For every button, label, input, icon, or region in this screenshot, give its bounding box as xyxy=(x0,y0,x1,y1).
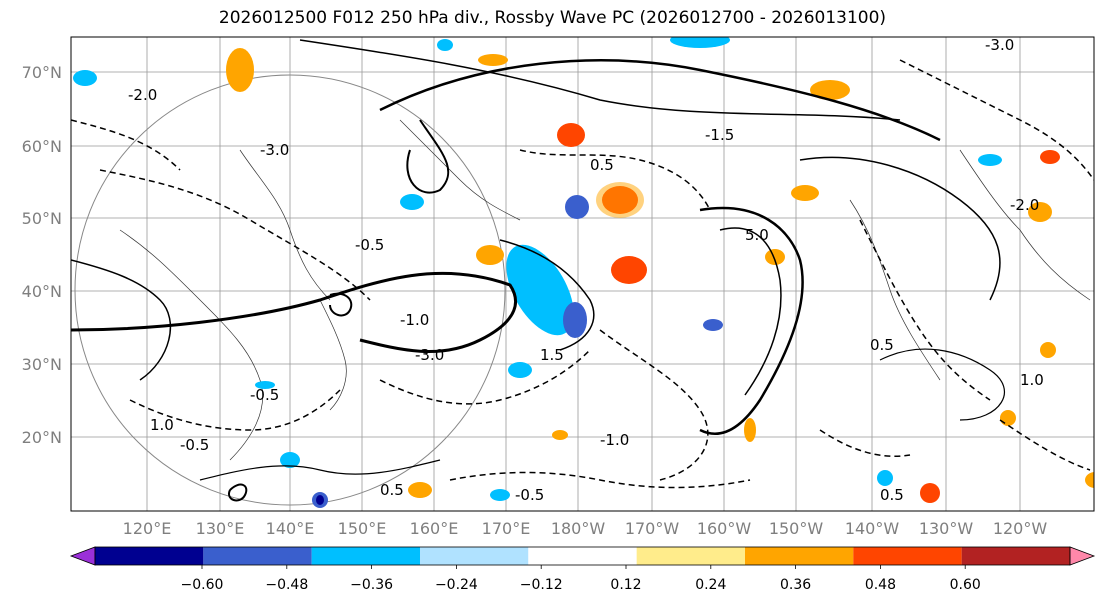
longitude-label: 130°E xyxy=(196,519,245,538)
latitude-labels: 70°N 60°N 50°N 40°N 30°N 20°N xyxy=(22,63,62,447)
colorbar-tick-label: 0.24 xyxy=(695,577,726,593)
colorbar-tick-label: 0.12 xyxy=(610,577,641,593)
longitude-labels: 120°E 130°E 140°E 150°E 160°E 170°E 180°W 170°W… xyxy=(123,519,1048,538)
contour-label: -1.0 xyxy=(400,311,429,329)
rossby-wave-contours xyxy=(71,39,1094,502)
contour-label: -2.0 xyxy=(1010,196,1039,214)
contour-label: -3.0 xyxy=(985,36,1014,54)
contour-label: 0.5 xyxy=(380,481,404,499)
latitude-label: 30°N xyxy=(22,355,62,374)
colorbar xyxy=(69,546,1096,566)
colorbar-outline xyxy=(94,546,1071,566)
longitude-label: 150°W xyxy=(769,519,824,538)
colorbar-segment xyxy=(203,547,312,565)
colorbar-tick-label: 0.48 xyxy=(865,577,896,593)
colorbar-segment xyxy=(853,547,962,565)
contour-labels: -2.0 -3.0 -1.0 1.5 5.0 0.5 0.5 1.0 -0.5 … xyxy=(128,36,1044,504)
contour-label: -3.0 xyxy=(415,346,444,364)
latitude-label: 20°N xyxy=(22,428,62,447)
map-title: 2026012500 F012 250 hPa div., Rossby Wav… xyxy=(218,8,887,28)
contour-label: -3.0 xyxy=(260,141,289,159)
colorbar-extend-high xyxy=(1069,546,1096,566)
contour-label: -2.0 xyxy=(128,86,157,104)
colorbar-segment xyxy=(420,547,529,565)
contour-label: 1.0 xyxy=(150,416,174,434)
longitude-label: 120°W xyxy=(993,519,1048,538)
longitude-label: 170°W xyxy=(625,519,680,538)
longitude-label: 180°W xyxy=(551,519,606,538)
colorbar-segment xyxy=(961,547,1070,565)
contour-label: -0.5 xyxy=(250,386,279,404)
longitude-label: 150°E xyxy=(338,519,387,538)
longitude-label: 140°W xyxy=(845,519,900,538)
colorbar-tick-label: −0.48 xyxy=(265,577,308,593)
latitude-label: 70°N xyxy=(22,63,62,82)
longitude-label: 120°E xyxy=(123,519,172,538)
longitude-label: 160°W xyxy=(697,519,752,538)
colorbar-segment xyxy=(636,547,745,565)
longitude-label: 170°E xyxy=(482,519,531,538)
contour-label: -0.5 xyxy=(515,486,544,504)
latitude-label: 50°N xyxy=(22,209,62,228)
contour-label: -0.5 xyxy=(180,436,209,454)
contour-label: -1.0 xyxy=(600,431,629,449)
map-frame xyxy=(70,36,1095,512)
graticule-grid xyxy=(71,37,1094,511)
colorbar-tick-label: 0.60 xyxy=(950,577,981,593)
colorbar-segment xyxy=(528,547,637,565)
contour-label: 0.5 xyxy=(870,336,894,354)
colorbar-tick-label: −0.60 xyxy=(181,577,224,593)
map-plot-area: -2.0 -3.0 -1.0 1.5 5.0 0.5 0.5 1.0 -0.5 … xyxy=(71,36,1094,511)
colorbar-extend-low xyxy=(69,546,96,566)
contour-label: 1.0 xyxy=(1020,371,1044,389)
latitude-label: 60°N xyxy=(22,137,62,156)
colorbar-tick-labels: −0.60 −0.48 −0.36 −0.24 −0.12 0.12 0.24 0.36 0.4… xyxy=(181,565,981,593)
domain-circle xyxy=(74,74,506,506)
colorbar-tick-label: −0.36 xyxy=(350,577,393,593)
longitude-label: 160°E xyxy=(410,519,459,538)
contour-label: -0.5 xyxy=(355,236,384,254)
contour-label: 1.5 xyxy=(540,346,564,364)
coastlines xyxy=(119,119,1091,461)
longitude-label: 140°E xyxy=(266,519,315,538)
contour-label: 5.0 xyxy=(745,226,769,244)
colorbar-tick-label: −0.12 xyxy=(520,577,563,593)
latitude-label: 40°N xyxy=(22,282,62,301)
colorbar-segment xyxy=(745,547,854,565)
contour-label: 0.5 xyxy=(880,486,904,504)
contour-label: 0.5 xyxy=(590,156,614,174)
colorbar-segment xyxy=(311,547,420,565)
colorbar-tick-label: 0.36 xyxy=(780,577,811,593)
colorbar-segment xyxy=(95,547,204,565)
colorbar-tick-label: −0.24 xyxy=(435,577,478,593)
longitude-label: 130°W xyxy=(919,519,974,538)
contour-label: -1.5 xyxy=(705,126,734,144)
